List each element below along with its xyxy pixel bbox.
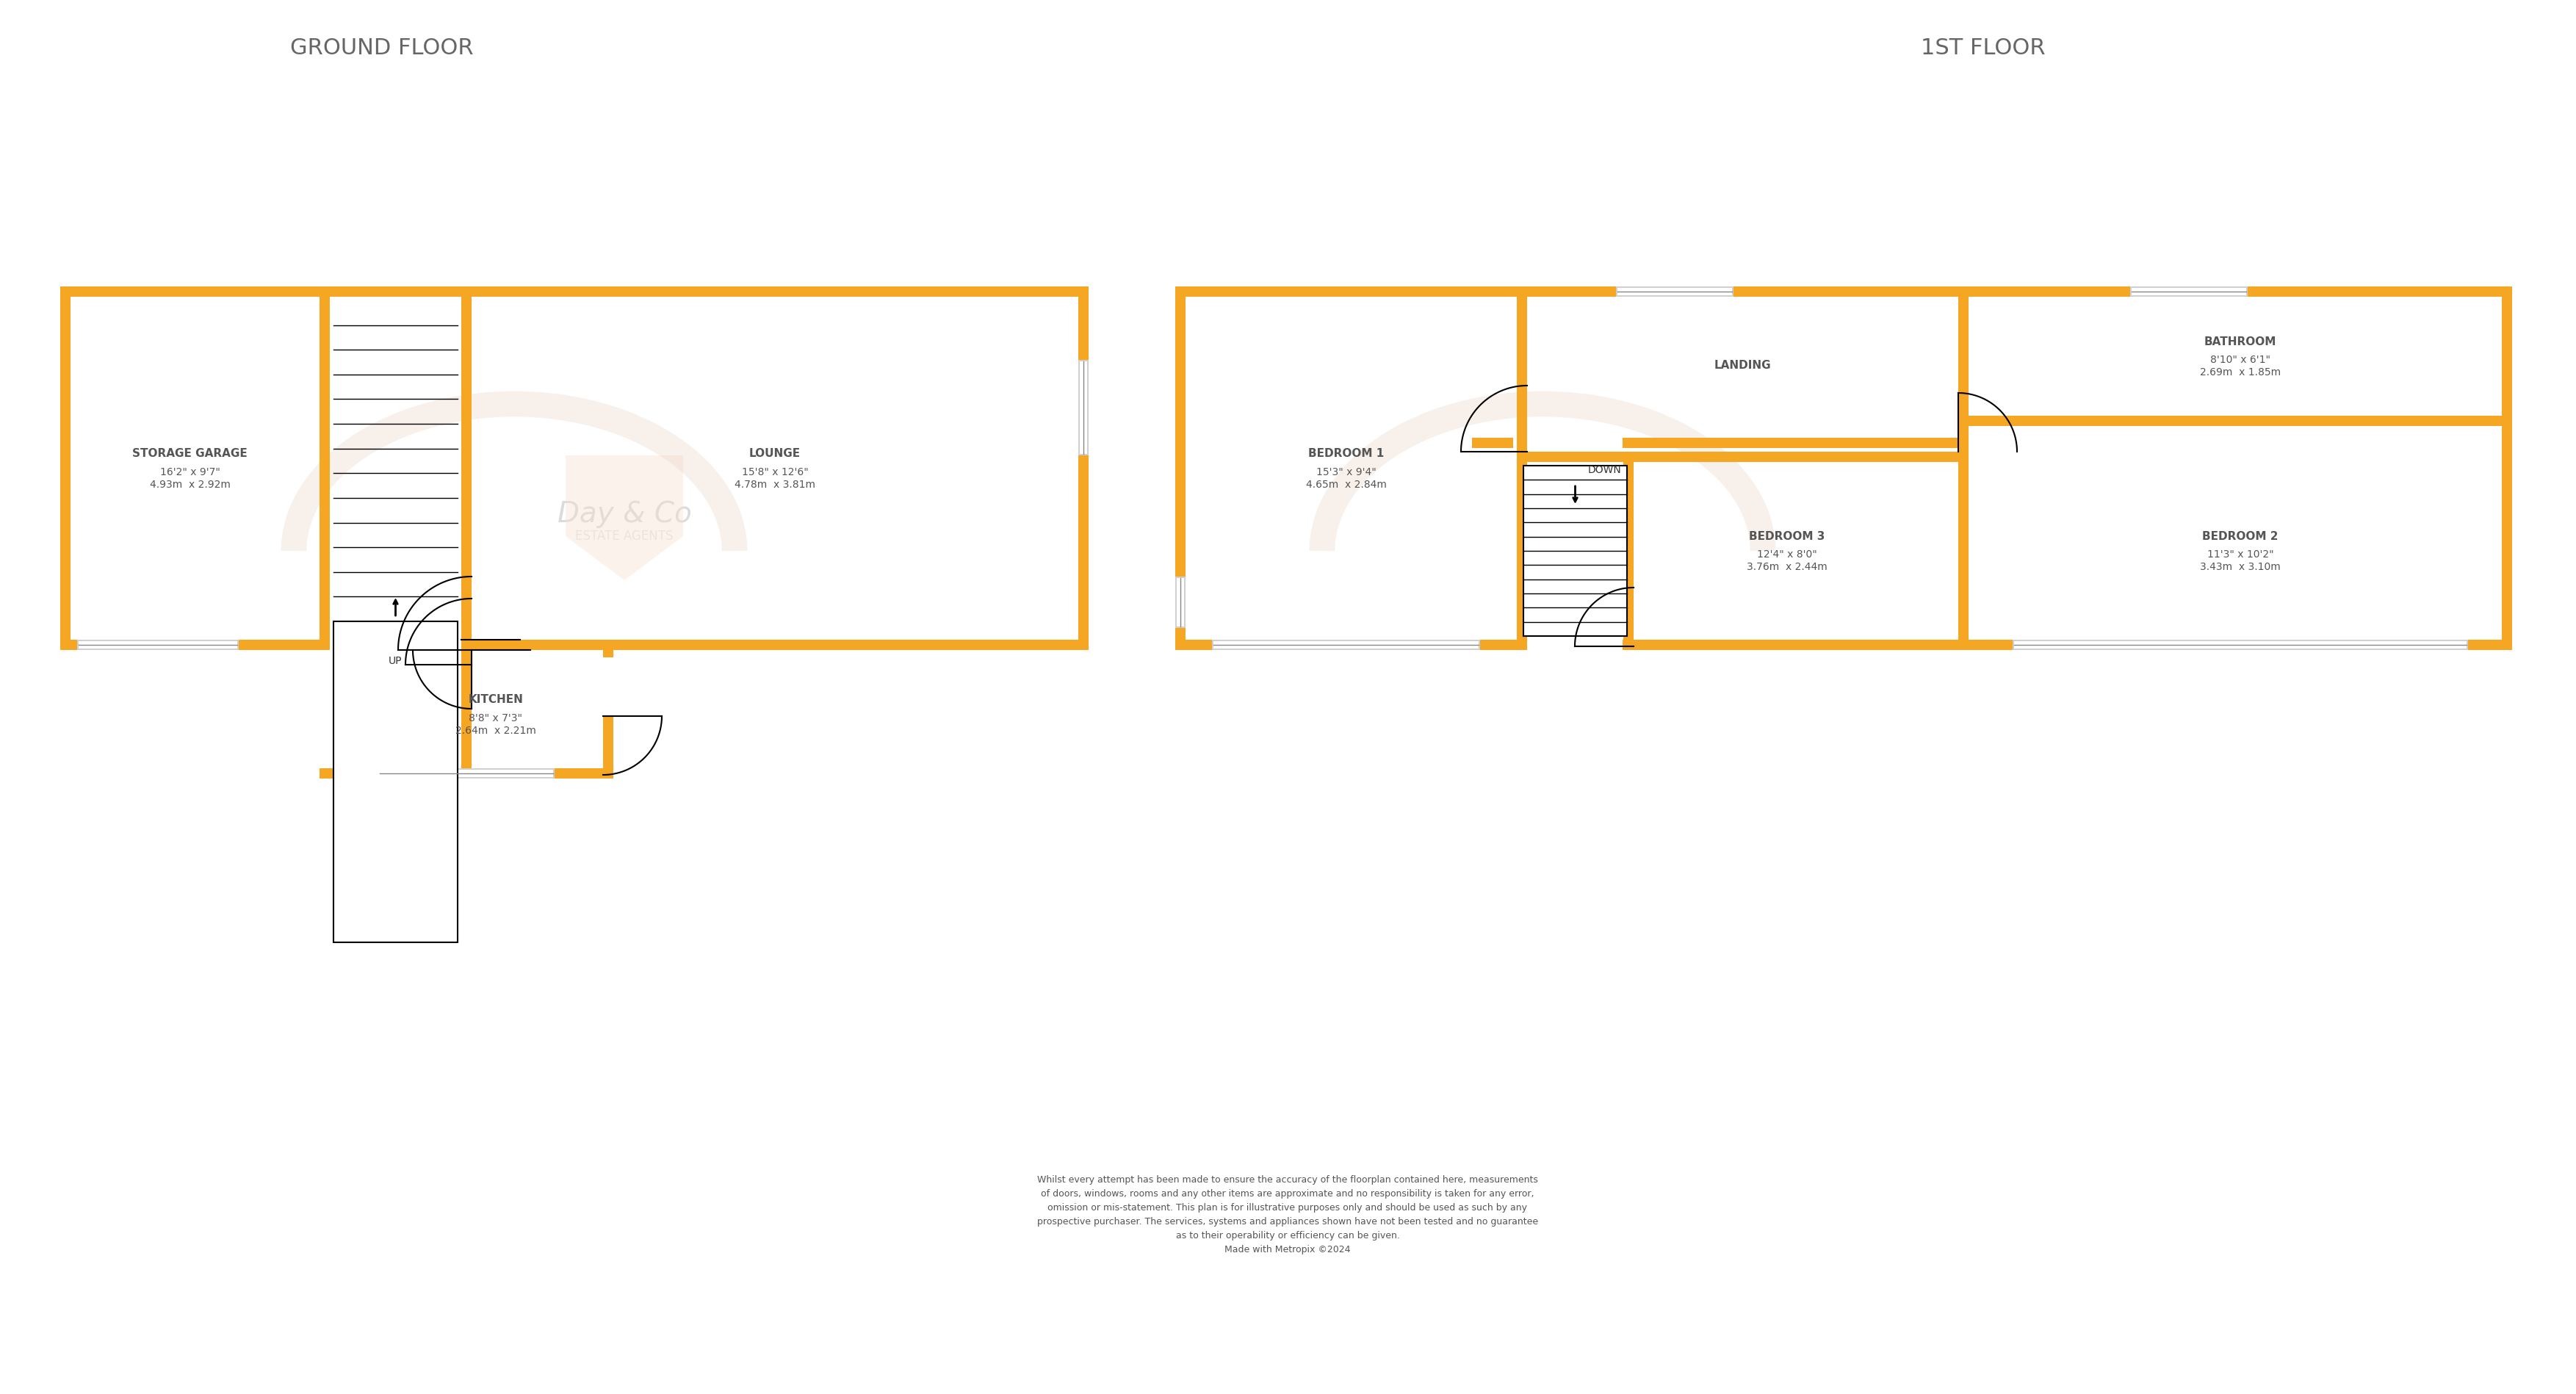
Bar [1079,360,1090,456]
Bar [77,640,240,650]
Bar [461,286,471,778]
Text: 3.43m  x 3.10m: 3.43m x 3.10m [2200,562,2280,572]
Bar [59,286,1090,297]
Bar [379,768,554,778]
Text: BATHROOM: BATHROOM [2205,336,2277,347]
Bar [1615,286,1734,297]
Text: KITCHEN: KITCHEN [469,694,523,705]
Bar [1175,640,1461,650]
Bar [1175,577,1185,627]
Bar [80,641,237,648]
Text: BEDROOM 3: BEDROOM 3 [1749,531,1824,542]
Bar [1175,286,1185,650]
Bar [1175,640,1517,650]
Text: 15'3" x 9'4": 15'3" x 9'4" [1316,467,1376,477]
Text: 11'3" x 10'2": 11'3" x 10'2" [2208,549,2275,559]
Text: ESTATE AGENTS: ESTATE AGENTS [574,530,672,542]
Text: LOUNGE: LOUNGE [750,447,801,459]
Bar [1471,438,1512,447]
Text: GROUND FLOOR: GROUND FLOOR [291,38,474,59]
Text: 8'8" x 7'3": 8'8" x 7'3" [469,712,523,723]
Text: 2.69m  x 1.85m: 2.69m x 1.85m [2200,367,2280,378]
Bar [461,640,1090,650]
Bar [1211,640,1481,650]
Bar [1079,360,1090,456]
Bar [1177,579,1185,626]
Bar [319,768,613,778]
Text: 3.76m  x 2.44m: 3.76m x 2.44m [1747,562,1826,572]
Bar [1213,641,1479,648]
Bar [379,768,554,778]
Text: 4.93m  x 2.92m: 4.93m x 2.92m [149,480,229,489]
Bar [1623,438,1968,447]
Text: 16'2" x 9'7": 16'2" x 9'7" [160,467,219,477]
Bar [1615,286,1734,297]
Bar [2012,640,2468,650]
Bar [1968,640,2512,650]
Bar [1175,577,1185,627]
Bar [1633,640,1968,650]
Text: 12'4" x 8'0": 12'4" x 8'0" [1757,549,1816,559]
Bar [379,769,554,776]
Bar [2501,286,2512,650]
Bar [1633,452,1968,461]
Text: 15'8" x 12'6": 15'8" x 12'6" [742,467,809,477]
Text: DOWN: DOWN [1587,466,1620,475]
Bar [1175,286,2512,297]
Bar [70,640,319,650]
Bar [1079,286,1090,650]
Text: 1ST FLOOR: 1ST FLOOR [1922,38,2045,59]
Bar [1968,415,2512,427]
Text: 2.64m  x 2.21m: 2.64m x 2.21m [456,725,536,736]
Bar [59,286,70,650]
Bar [1211,640,1481,650]
Bar [1517,286,1528,650]
Text: 4.65m  x 2.84m: 4.65m x 2.84m [1306,480,1386,489]
Bar [1175,286,1185,650]
Bar [2133,289,2246,296]
Text: Day & Co: Day & Co [556,500,690,528]
Bar [471,640,613,650]
Bar [1623,640,2512,650]
Polygon shape [567,456,683,580]
Bar [1623,452,1633,650]
Bar [461,286,471,650]
Bar [603,640,613,778]
Bar [2501,286,2512,650]
Bar [603,658,613,717]
Bar [319,286,330,650]
Bar [2130,286,2249,297]
Bar [1618,289,1731,296]
Text: Whilst every attempt has been made to ensure the accuracy of the floorplan conta: Whilst every attempt has been made to en… [1038,1175,1538,1255]
Bar [1528,452,1623,461]
Text: BEDROOM 2: BEDROOM 2 [2202,531,2277,542]
Bar [332,622,459,942]
Text: BEDROOM 1: BEDROOM 1 [1309,447,1383,459]
Text: 8'10" x 6'1": 8'10" x 6'1" [2210,354,2269,365]
Bar [2130,286,2249,297]
Bar [2014,641,2465,648]
Text: UP: UP [389,655,402,666]
Bar [1958,286,1968,650]
Bar [1175,286,2512,297]
Bar [77,640,240,650]
Bar [1522,466,1628,636]
Text: 4.78m  x 3.81m: 4.78m x 3.81m [734,480,817,489]
Bar [2012,640,2468,650]
Text: LANDING: LANDING [1713,360,1772,371]
Bar [1079,361,1087,454]
Text: STORAGE GARAGE: STORAGE GARAGE [131,447,247,459]
